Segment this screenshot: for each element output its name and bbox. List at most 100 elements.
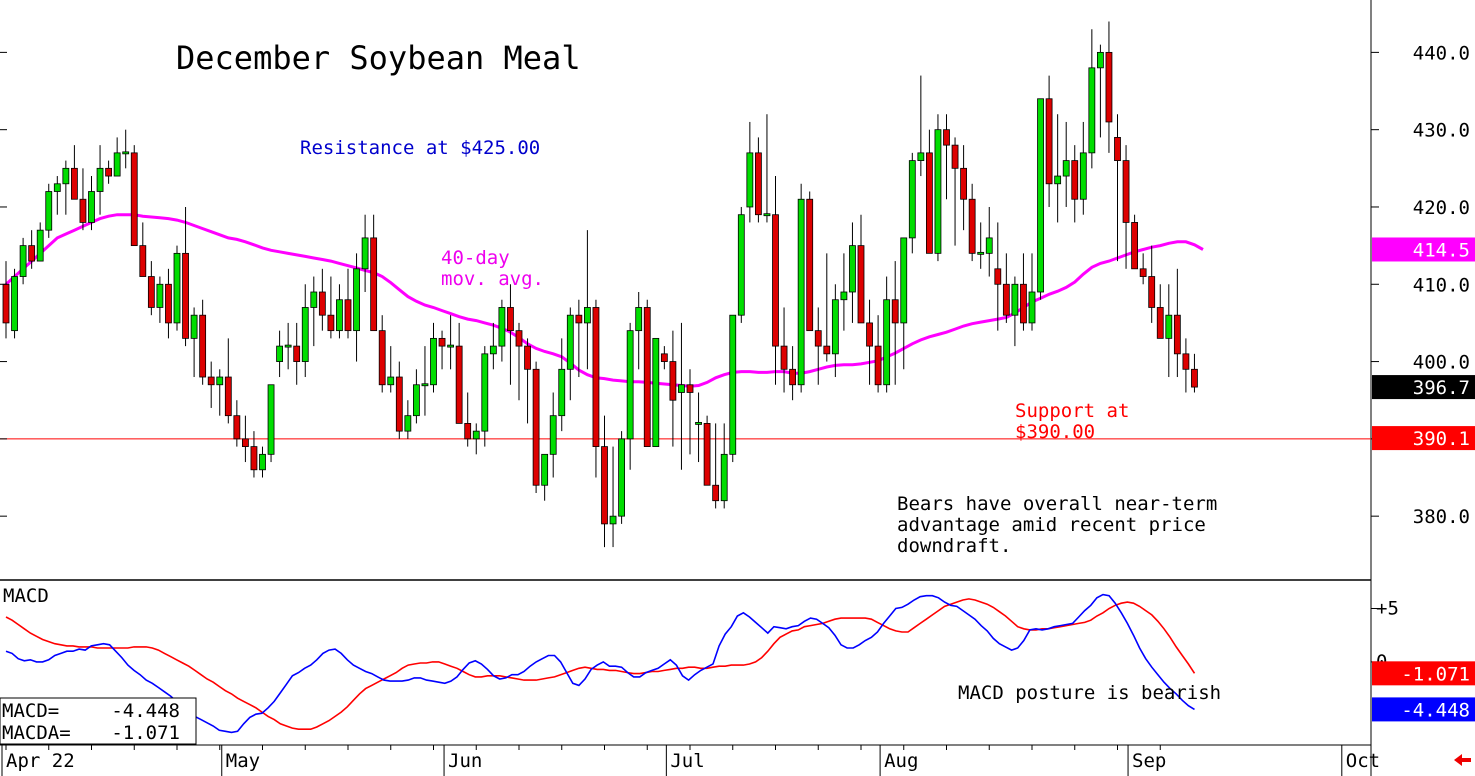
candlestick bbox=[464, 392, 472, 447]
candle-body-down bbox=[2, 283, 10, 324]
candle-body-up bbox=[1037, 98, 1044, 293]
candlestick bbox=[934, 114, 942, 262]
candlestick bbox=[45, 183, 53, 238]
candlestick bbox=[1191, 353, 1198, 393]
candlestick bbox=[558, 338, 566, 432]
candlestick bbox=[917, 75, 925, 177]
macd-line bbox=[5, 593, 1195, 734]
candlestick bbox=[327, 276, 335, 339]
candlestick bbox=[857, 214, 865, 324]
x-month-label: Sep bbox=[1132, 750, 1166, 772]
candle-body-up bbox=[635, 307, 643, 332]
candle-body-up bbox=[1028, 291, 1036, 324]
bears-annotation-line1: Bears have overall near-term bbox=[897, 493, 1217, 515]
candle-body-down bbox=[199, 314, 207, 378]
candlestick bbox=[387, 346, 395, 393]
price-ytick-label: 420.0 bbox=[1413, 197, 1470, 219]
candle-body-up bbox=[387, 376, 395, 386]
candle-body-up bbox=[618, 438, 625, 517]
candle-body-down bbox=[712, 484, 720, 502]
bears-annotation-line3: downdraft. bbox=[897, 535, 1011, 557]
candlestick bbox=[1088, 29, 1096, 169]
candlestick bbox=[1062, 121, 1070, 207]
candle-body-down bbox=[1139, 268, 1147, 277]
price-ytick-label: 440.0 bbox=[1413, 42, 1470, 64]
candle-body-down bbox=[182, 252, 189, 339]
candlestick bbox=[71, 145, 78, 200]
candlestick bbox=[53, 176, 61, 215]
candlestick bbox=[224, 338, 232, 424]
moving-average-line bbox=[4, 213, 1204, 388]
candle-body-down bbox=[318, 291, 326, 316]
candlestick bbox=[635, 292, 643, 370]
candle-body-up bbox=[472, 430, 480, 440]
candlestick bbox=[156, 276, 164, 323]
candle-body-down bbox=[507, 307, 514, 332]
candle-body-down bbox=[1002, 283, 1010, 316]
candle-body-down bbox=[943, 129, 950, 146]
candlestick bbox=[524, 338, 531, 424]
x-axis-months: Apr 22 May Jun Jul Aug Sep Oct bbox=[1, 745, 1380, 776]
candlestick bbox=[489, 322, 497, 370]
candle-body-down bbox=[1122, 160, 1130, 223]
moving-average-label-line2: mov. avg. bbox=[441, 268, 544, 290]
candle-body-down bbox=[643, 307, 651, 447]
candlestick bbox=[88, 176, 95, 231]
candlestick bbox=[147, 261, 155, 316]
candlestick bbox=[250, 431, 258, 478]
candle-body-up bbox=[678, 384, 685, 393]
price-value-tag bbox=[1372, 426, 1475, 451]
candlestick bbox=[737, 206, 745, 323]
candle-body-down bbox=[130, 152, 138, 247]
candlestick bbox=[891, 261, 899, 385]
candlestick bbox=[994, 222, 1002, 331]
candlestick bbox=[19, 237, 27, 285]
candlestick bbox=[985, 206, 993, 277]
candle-body-up bbox=[1088, 67, 1096, 154]
candle-body-up bbox=[122, 151, 130, 155]
candlestick bbox=[515, 322, 523, 401]
candlestick bbox=[1173, 268, 1181, 378]
candle-body-down bbox=[395, 376, 403, 432]
candle-body-down bbox=[891, 299, 899, 324]
left-arrow-icon[interactable] bbox=[1454, 754, 1471, 766]
candlestick bbox=[378, 315, 386, 393]
candlestick bbox=[293, 322, 301, 385]
candlestick bbox=[28, 230, 36, 269]
candlestick bbox=[199, 299, 207, 385]
candle-body-up bbox=[336, 299, 343, 332]
candlestick bbox=[780, 307, 788, 393]
candlestick bbox=[96, 145, 104, 215]
candle-body-down bbox=[601, 446, 608, 525]
candlestick bbox=[472, 423, 480, 455]
candlestick bbox=[806, 191, 814, 332]
price-ytick-label: 400.0 bbox=[1413, 352, 1470, 374]
candle-body-down bbox=[250, 446, 258, 471]
candlestick bbox=[1079, 121, 1087, 215]
candlestick bbox=[421, 346, 429, 416]
candlestick bbox=[336, 284, 343, 339]
candle-body-down bbox=[1148, 276, 1156, 308]
x-month-label: Jun bbox=[448, 750, 482, 772]
candle-body-down bbox=[455, 345, 463, 424]
candlestick bbox=[900, 237, 908, 370]
macd-value-tags: -1.071 -4.448 bbox=[1372, 661, 1475, 722]
candle-body-up bbox=[430, 337, 437, 386]
candlestick bbox=[772, 176, 779, 385]
candlestick bbox=[447, 315, 455, 370]
macda-readout-value: -1.071 bbox=[111, 722, 180, 744]
candlestick bbox=[344, 268, 352, 339]
candle-body-down bbox=[464, 423, 472, 440]
candle-body-down bbox=[1173, 314, 1181, 355]
candlestick bbox=[1156, 284, 1164, 339]
candle-body-down bbox=[28, 245, 36, 262]
candlestick bbox=[814, 307, 822, 385]
macd-value-tag-label: -1.071 bbox=[1401, 663, 1470, 685]
price-value-tag bbox=[1372, 237, 1475, 262]
candlestick bbox=[310, 276, 318, 347]
candle-body-down bbox=[575, 314, 583, 324]
candlestick bbox=[395, 361, 403, 439]
candle-body-down bbox=[378, 330, 386, 386]
candlestick bbox=[1148, 245, 1156, 323]
moving-average-label-line1: 40-day bbox=[441, 247, 510, 269]
